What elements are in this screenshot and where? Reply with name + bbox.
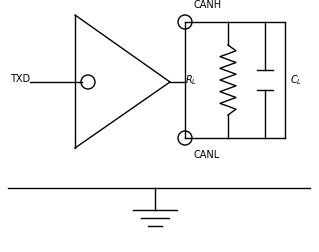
Text: CANL: CANL bbox=[193, 150, 219, 160]
Text: TXD: TXD bbox=[10, 74, 30, 84]
Text: $R_L$: $R_L$ bbox=[185, 73, 197, 87]
Text: CANH: CANH bbox=[193, 0, 221, 10]
Text: $C_L$: $C_L$ bbox=[290, 73, 302, 87]
